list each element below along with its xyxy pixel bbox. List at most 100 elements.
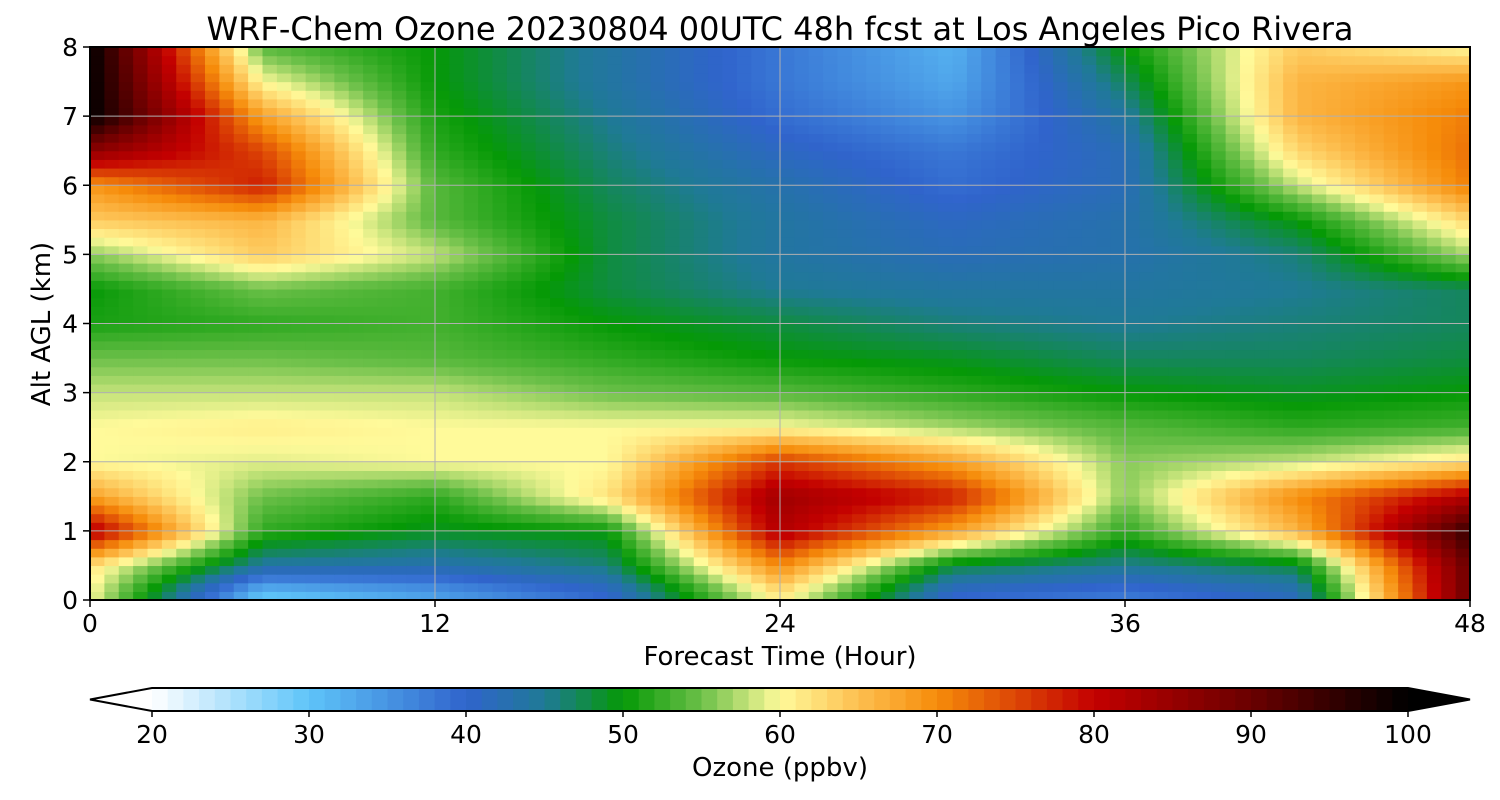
heatmap-cell [1441, 513, 1457, 523]
heatmap-cell [219, 159, 235, 169]
heatmap-cell [391, 582, 407, 592]
heatmap-cell [923, 522, 939, 532]
heatmap-cell [995, 574, 1011, 584]
heatmap-cell [895, 185, 910, 195]
heatmap-cell [593, 574, 609, 584]
heatmap-cell [837, 435, 853, 446]
heatmap-cell [463, 159, 479, 169]
heatmap-cell [420, 245, 436, 255]
heatmap-cell [233, 444, 249, 454]
heatmap-cell [1283, 548, 1299, 558]
heatmap-cell [492, 211, 508, 221]
heatmap-cell [1182, 487, 1198, 497]
heatmap-cell [1311, 228, 1327, 238]
heatmap-cell [248, 254, 264, 264]
heatmap-cell [1053, 193, 1069, 204]
heatmap-cell [291, 504, 307, 515]
heatmap-cell [650, 591, 666, 601]
heatmap-cell [449, 280, 465, 290]
heatmap-cell [118, 401, 134, 411]
heatmap-cell [823, 565, 839, 575]
heatmap-cell [607, 280, 623, 290]
heatmap-cell [794, 591, 810, 601]
heatmap-cell [780, 237, 795, 247]
heatmap-cell [550, 513, 565, 523]
heatmap-cell [1096, 263, 1112, 273]
heatmap-cell [334, 185, 350, 195]
heatmap-cell [938, 453, 954, 463]
heatmap-cell [1412, 332, 1428, 342]
heatmap-cell [1412, 314, 1428, 325]
heatmap-cell [636, 530, 652, 541]
heatmap-cell [1355, 582, 1370, 592]
heatmap-cell [348, 444, 364, 454]
heatmap-cell [981, 288, 997, 299]
heatmap-cell [851, 263, 867, 273]
heatmap-cell [190, 383, 206, 394]
heatmap-cell [851, 280, 867, 290]
heatmap-cell [708, 211, 724, 221]
heatmap-cell [1455, 513, 1471, 523]
heatmap-cell [736, 340, 752, 351]
heatmap-cell [1024, 470, 1040, 480]
heatmap-cell [895, 375, 910, 385]
heatmap-cell [463, 237, 479, 247]
heatmap-cell [966, 211, 982, 221]
heatmap-cell [1455, 582, 1471, 592]
heatmap-cell [1096, 306, 1112, 316]
heatmap-cell [449, 193, 465, 204]
heatmap-cell [1441, 263, 1457, 273]
heatmap-cell [1297, 513, 1313, 523]
heatmap-cell [1153, 444, 1169, 454]
heatmap-cell [521, 202, 537, 212]
heatmap-cell [1283, 150, 1299, 160]
heatmap-cell [995, 496, 1011, 506]
heatmap-cell [966, 548, 982, 558]
heatmap-cell [1168, 548, 1184, 558]
heatmap-cell [1081, 548, 1097, 558]
heatmap-cell [276, 314, 292, 325]
heatmap-cell [118, 418, 134, 428]
heatmap-cell [1096, 185, 1112, 195]
heatmap-cell [1053, 159, 1069, 169]
heatmap-cell [1053, 202, 1069, 212]
heatmap-cell [1254, 219, 1270, 230]
heatmap-cell [895, 427, 910, 437]
heatmap-cell [506, 228, 522, 238]
heatmap-cell [1139, 409, 1155, 420]
heatmap-cell [1038, 435, 1054, 446]
heatmap-cell [1225, 504, 1241, 515]
heatmap-cell [1168, 591, 1184, 601]
heatmap-cell [521, 418, 537, 428]
heatmap-cell [276, 228, 292, 238]
heatmap-cell [391, 297, 407, 307]
heatmap-cell [736, 202, 752, 212]
heatmap-cell [952, 228, 968, 238]
heatmap-cell [133, 280, 149, 290]
heatmap-cell [765, 435, 781, 446]
heatmap-cell [1182, 176, 1198, 186]
heatmap-cell [780, 504, 795, 515]
heatmap-cell [1398, 504, 1414, 515]
heatmap-cell [923, 591, 939, 601]
heatmap-cell [708, 375, 724, 385]
heatmap-cell [578, 487, 594, 497]
heatmap-cell [190, 470, 206, 480]
heatmap-cell [377, 409, 393, 420]
heatmap-cell [233, 185, 249, 195]
heatmap-cell [722, 487, 738, 497]
heatmap-cell [880, 314, 896, 325]
heatmap-cell [1196, 314, 1212, 325]
heatmap-cell [1283, 219, 1299, 230]
heatmap-cell [90, 530, 105, 541]
heatmap-cell [938, 159, 954, 169]
heatmap-cell [880, 340, 896, 351]
heatmap-cell [205, 323, 220, 333]
heatmap-cell [320, 383, 335, 394]
heatmap-cell [780, 392, 795, 402]
heatmap-cell [966, 470, 982, 480]
heatmap-cell [1254, 461, 1270, 471]
heatmap-cell [1038, 470, 1054, 480]
heatmap-cell [391, 323, 407, 333]
heatmap-cell [521, 565, 537, 575]
